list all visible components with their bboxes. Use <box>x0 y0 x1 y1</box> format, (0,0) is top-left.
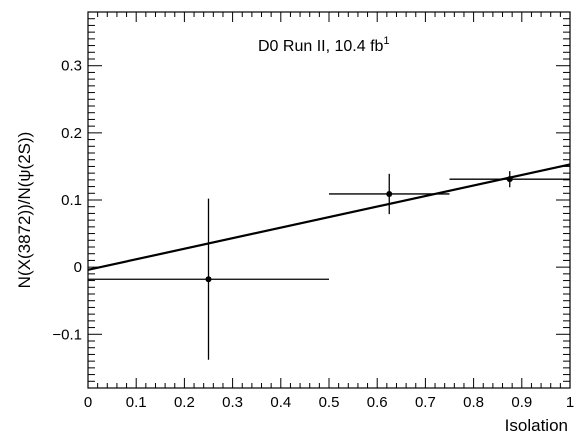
y-axis: −0.1 0 0.1 0.2 0.3 <box>52 18 570 382</box>
x-tick-label: 0.6 <box>367 394 388 411</box>
x-tick-label: 0.2 <box>174 394 195 411</box>
x-tick-label: 0.4 <box>270 394 291 411</box>
x-tick-label: 0.8 <box>463 394 484 411</box>
x-tick-label: 0.5 <box>319 394 340 411</box>
data-point <box>506 176 513 183</box>
y-tick-label: 0 <box>74 259 82 276</box>
x-tick-label: 0 <box>84 394 92 411</box>
y-tick-label: 0.1 <box>61 192 82 209</box>
data-points <box>88 171 570 360</box>
x-tick-label: 1 <box>566 394 574 411</box>
x-tick-label: 0.1 <box>126 394 147 411</box>
chart-annotation: D0 Run II, 10.4 fb1 <box>258 35 390 55</box>
y-tick-label: 0.3 <box>61 58 82 75</box>
annotation-text: D0 Run II, 10.4 fb <box>258 38 384 55</box>
x-axis-label: Isolation <box>505 416 568 435</box>
annotation-superscript: 1 <box>383 35 389 47</box>
y-axis-label: N(X(3872))/N(ψ(2S)) <box>15 132 34 289</box>
x-axis: 0 0.1 0.2 0.3 0.4 0.5 0.6 0.7 0.8 0.9 1 <box>84 12 574 411</box>
y-tick-label: −0.1 <box>52 326 82 343</box>
fit-line <box>87 163 571 271</box>
data-point <box>205 276 212 283</box>
x-tick-label: 0.7 <box>415 394 436 411</box>
plot-frame <box>87 11 571 389</box>
x-tick-label: 0.9 <box>511 394 532 411</box>
x-tick-label: 0.3 <box>222 394 243 411</box>
y-tick-label: 0.2 <box>61 125 82 142</box>
data-point <box>386 190 393 197</box>
